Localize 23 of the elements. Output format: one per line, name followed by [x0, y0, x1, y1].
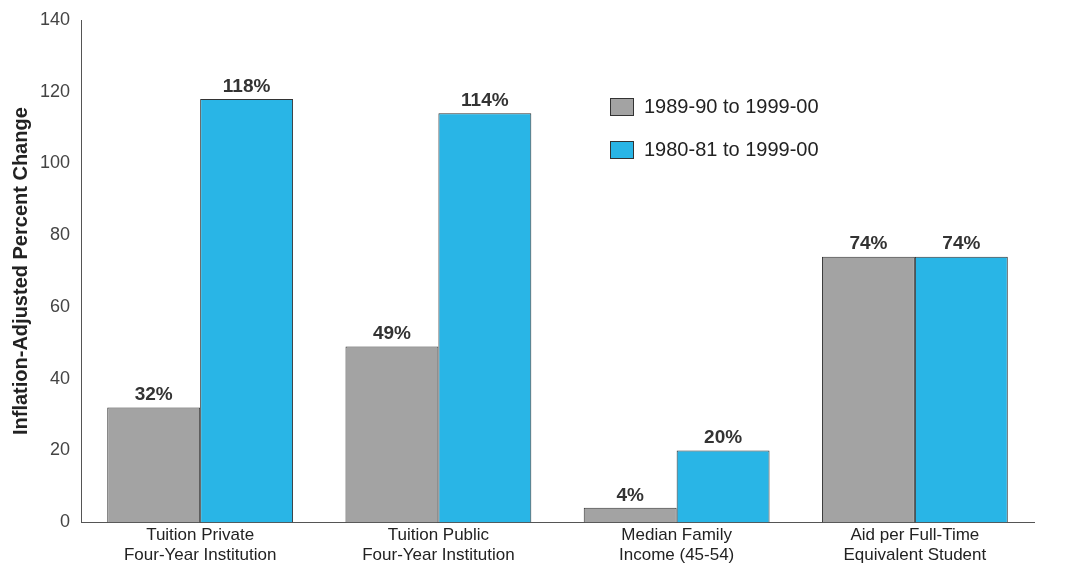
legend-label: 1989-90 to 1999-00 [644, 95, 819, 118]
y-axis-title: Inflation-Adjusted Percent Change [8, 107, 31, 436]
data-label: 74% [849, 232, 888, 254]
data-label: 74% [942, 232, 981, 254]
x-tick-label: Tuition Public Four-Year Institution [362, 525, 515, 565]
y-tick-label: 140 [39, 8, 71, 29]
data-label: 49% [372, 322, 412, 344]
legend-label: 1980-81 to 1999-00 [644, 138, 819, 161]
y-tick-label: 60 [50, 295, 71, 316]
x-tick-label: Tuition Private Four-Year Institution [123, 525, 277, 565]
y-tick-label: 120 [39, 80, 71, 101]
x-tick-label: Aid per Full-Time Equivalent Student [843, 525, 987, 565]
y-tick-label: 80 [50, 224, 71, 245]
x-tick-label: Median Family Income (45-54) [619, 525, 735, 565]
data-label: 32% [134, 383, 173, 405]
y-tick-label: 0 [60, 511, 71, 532]
y-tick-label: 100 [39, 152, 71, 173]
data-label: 118% [222, 74, 271, 96]
data-label: 20% [704, 426, 743, 448]
y-tick-label: 40 [50, 367, 71, 388]
data-label: 114% [461, 89, 509, 110]
data-label: 4% [616, 483, 645, 505]
y-tick-label: 20 [50, 439, 71, 460]
